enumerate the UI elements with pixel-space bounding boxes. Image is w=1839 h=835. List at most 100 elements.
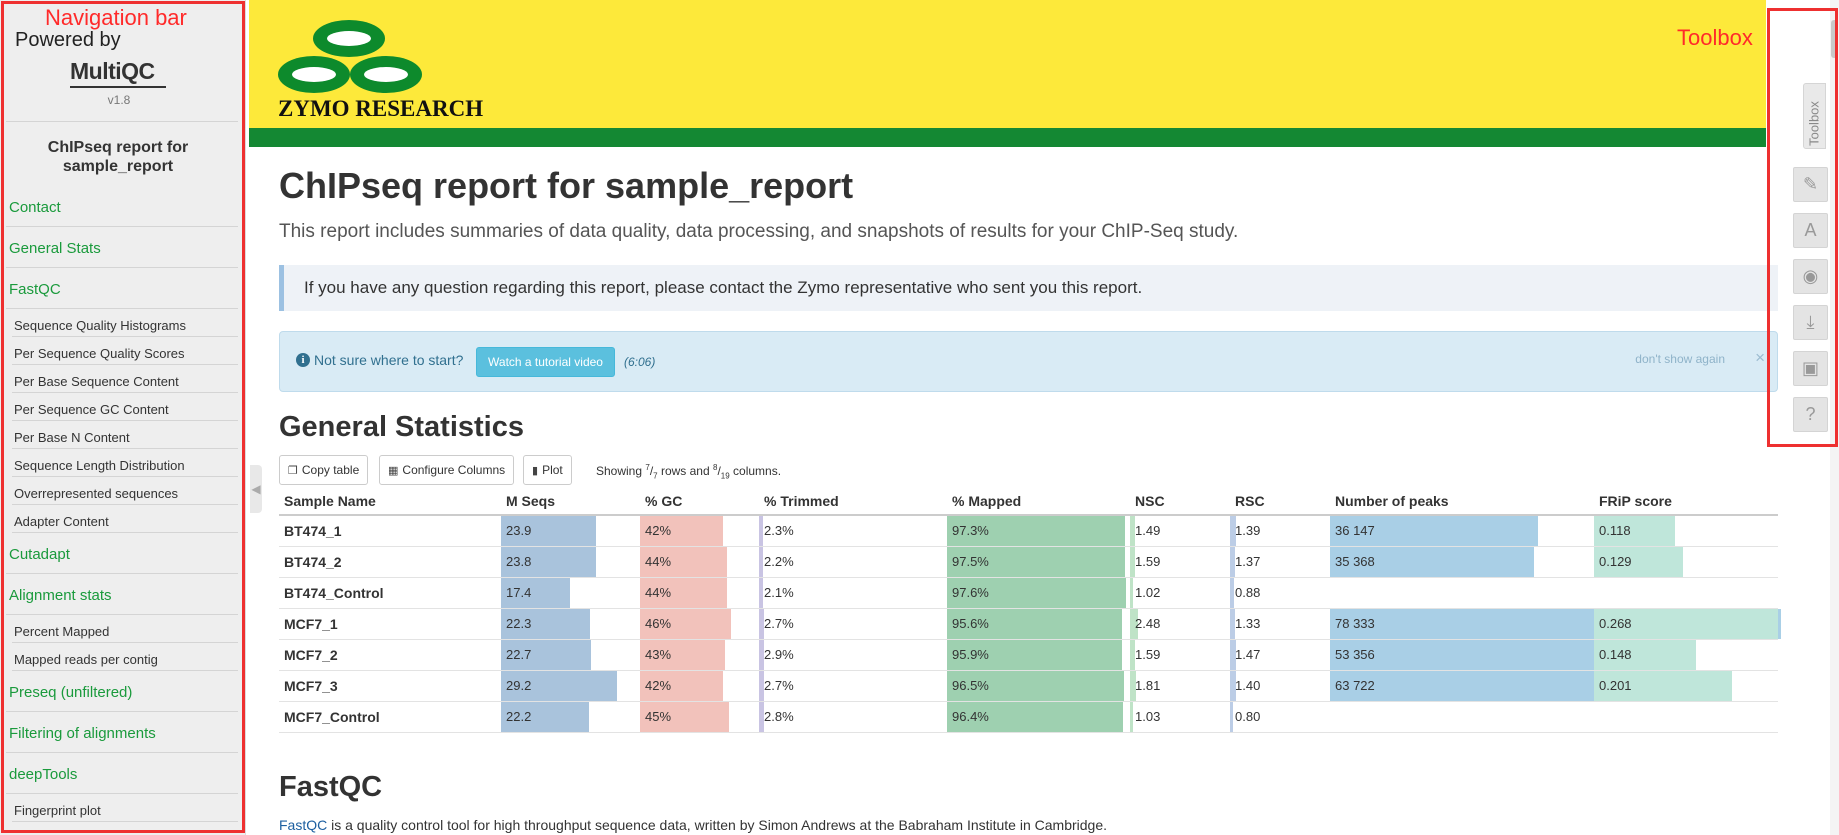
cell-value: 97.6% [952, 585, 989, 600]
copy-table-button[interactable]: ❐ Copy table [279, 455, 369, 485]
sidebar-nav-subitem[interactable]: Sequence Length Distribution [14, 458, 185, 473]
sidebar-nav-item[interactable]: Preseq (unfiltered) [9, 684, 133, 701]
sidebar-nav-item[interactable]: Contact [9, 199, 61, 216]
fastqc-link[interactable]: FastQC [279, 817, 328, 833]
column-header[interactable]: FRiP score [1599, 493, 1672, 509]
tutorial-alert: i Not sure where to start? Watch a tutor… [279, 331, 1778, 392]
cell-value: 78 333 [1335, 616, 1375, 631]
sidebar-report-title[interactable]: ChIPseq report for sample_report [47, 139, 189, 175]
cols-total: 19 [720, 471, 730, 481]
help-toolbox-button[interactable]: ? [1793, 397, 1828, 432]
table-cell-nsc: 1.59 [1130, 640, 1230, 670]
toolbox-tab[interactable] [1803, 83, 1826, 149]
table-cell-gc: 44% [640, 547, 759, 577]
cell-value-bar [1330, 547, 1534, 577]
cell-value: 1.49 [1135, 523, 1161, 538]
pin-toolbox-button[interactable]: ✎ [1793, 167, 1828, 202]
cell-value: 2.2% [764, 554, 794, 569]
table-cell-rsc: 1.33 [1230, 609, 1330, 639]
sidebar-nav-subitem[interactable]: Fingerprint plot [14, 803, 101, 818]
cell-value: 2.7% [764, 678, 794, 693]
sidebar-nav-item[interactable]: Filtering of alignments [9, 725, 156, 742]
sidebar-nav-subitem[interactable]: Per Base Sequence Content [14, 374, 179, 389]
sidebar-nav-subitem[interactable]: Per Sequence Quality Scores [14, 346, 185, 361]
cell-value: MCF7_2 [284, 647, 338, 663]
plot-button[interactable]: ▮ Plot [523, 455, 572, 485]
sidebar-nav-item[interactable]: Cutadapt [9, 546, 70, 563]
cell-value-bar [1594, 640, 1696, 670]
cell-value: 35 368 [1335, 554, 1375, 569]
cell-value: 0.148 [1599, 647, 1632, 662]
sidebar-nav-item[interactable]: FastQC [9, 281, 61, 298]
page-title: ChIPseq report for sample_report [279, 165, 854, 206]
sidebar-collapse-toggle[interactable]: ◀ [250, 465, 262, 513]
navigation-sidebar: Powered by MultiQC v1.8 ChIPseq report f… [0, 0, 246, 835]
save-toolbox-button[interactable]: ▣ [1793, 351, 1828, 386]
sidebar-nav-item[interactable]: Alignment stats [9, 587, 112, 604]
table-cell-mseqs: 29.2 [501, 671, 640, 701]
column-header[interactable]: Number of peaks [1335, 493, 1449, 509]
dont-show-again-link[interactable]: don't show again [1635, 352, 1725, 366]
copy-icon: ❐ [288, 465, 298, 477]
cell-value-bar [1230, 640, 1236, 670]
multiqc-logo[interactable]: MultiQC [70, 58, 166, 90]
column-header[interactable]: % Mapped [952, 493, 1022, 509]
cell-value: BT474_2 [284, 554, 342, 570]
cell-value-bar [947, 640, 1122, 670]
eye-slash-toolbox-button[interactable]: ◉ [1793, 259, 1828, 294]
cell-value-bar [501, 516, 596, 546]
zymo-research-logo: ZYMO RESEARCH [278, 18, 503, 123]
download-toolbox-button[interactable]: ⤓ [1793, 305, 1828, 340]
cell-value: 23.9 [506, 523, 532, 538]
column-header[interactable]: % Trimmed [764, 493, 839, 509]
watch-tutorial-button[interactable]: Watch a tutorial video [476, 347, 615, 377]
sidebar-nav-subitem[interactable]: Overrepresented sequences [14, 486, 179, 501]
table-cell-gc: 45% [640, 702, 759, 732]
column-header[interactable]: RSC [1235, 493, 1265, 509]
cell-value-bar [1330, 640, 1637, 670]
sidebar-nav-subitem[interactable]: Mapped reads per contig [14, 652, 158, 667]
cell-value: 1.39 [1235, 523, 1261, 538]
cell-value-bar [1130, 640, 1135, 670]
toolbox-tab-label: Toolbox [1806, 101, 1822, 146]
sample-name-cell: MCF7_3 [279, 671, 501, 701]
column-header[interactable]: Sample Name [284, 493, 376, 509]
cell-value-bar [501, 547, 596, 577]
table-cell-frip: 0.129 [1594, 547, 1778, 577]
cell-value-bar [640, 547, 727, 577]
page-scrollbar[interactable] [1830, 0, 1839, 835]
column-header[interactable]: % GC [645, 493, 683, 509]
table-cell-trimmed: 2.3% [759, 516, 947, 546]
sidebar-nav-subitem[interactable]: Per Sequence GC Content [14, 402, 169, 417]
sidebar-nav-subitem[interactable]: Adapter Content [14, 514, 109, 529]
close-icon[interactable]: × [1755, 348, 1765, 367]
table-row: BT474_Control 17.4 44% 2.1% 97.6% 1.02 0.88 [279, 578, 1778, 609]
cell-value-bar [640, 578, 727, 608]
cell-value: 2.1% [764, 585, 794, 600]
help-icon: ? [1805, 404, 1816, 424]
showing-prefix: Showing [596, 464, 646, 478]
sidebar-divider [12, 504, 238, 505]
pin-icon: ✎ [1802, 174, 1819, 194]
table-cell-nsc: 1.03 [1130, 702, 1230, 732]
column-header[interactable]: NSC [1135, 493, 1165, 509]
sidebar-nav-subitem[interactable]: Percent Mapped [14, 624, 110, 639]
cell-value-bar [759, 702, 764, 732]
column-header[interactable]: M Seqs [506, 493, 556, 509]
table-cell-frip [1594, 702, 1778, 732]
sidebar-divider [12, 420, 238, 421]
showing-middle: rows and [657, 464, 713, 478]
sidebar-divider [6, 226, 238, 227]
sidebar-nav-item[interactable]: General Stats [9, 240, 101, 257]
sample-name-cell: BT474_2 [279, 547, 501, 577]
sidebar-nav-subitem[interactable]: Sequence Quality Histograms [14, 318, 186, 333]
configure-columns-button[interactable]: ▦ Configure Columns [379, 455, 515, 485]
sidebar-nav-subitem[interactable]: Per Base N Content [14, 430, 130, 445]
toolbox-annotation-label: Toolbox [1677, 25, 1753, 50]
sidebar-nav-item[interactable]: deepTools [9, 766, 78, 783]
cell-value: 2.7% [764, 616, 794, 631]
page-scrollbar-thumb[interactable] [1831, 20, 1838, 58]
font-toolbox-button[interactable]: A [1793, 213, 1828, 248]
cell-value: 1.40 [1235, 678, 1261, 693]
table-cell-nsc: 1.49 [1130, 516, 1230, 546]
